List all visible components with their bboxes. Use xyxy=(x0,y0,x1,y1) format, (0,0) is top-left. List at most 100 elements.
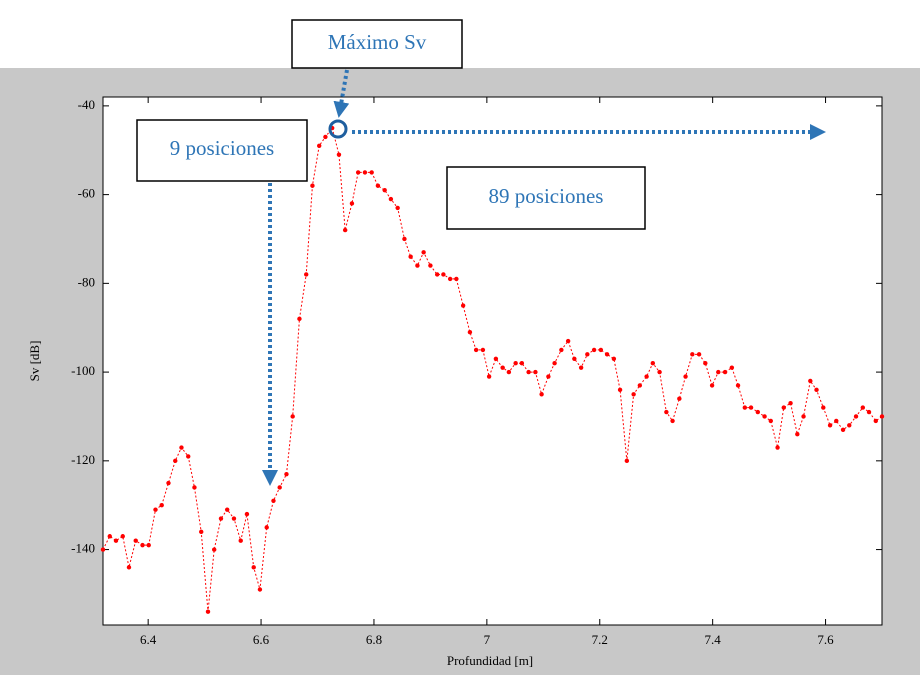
max-circle xyxy=(328,119,348,139)
data-point xyxy=(644,374,649,379)
data-point xyxy=(598,347,604,353)
data-point xyxy=(277,485,282,490)
data-point xyxy=(205,609,211,614)
data-point xyxy=(781,405,786,410)
data-point xyxy=(244,511,250,517)
x-tick-label: 7 xyxy=(484,632,491,647)
data-point xyxy=(284,471,289,477)
data-point xyxy=(873,418,878,424)
x-tick-label: 7.2 xyxy=(592,632,608,647)
data-point xyxy=(375,183,381,188)
data-point xyxy=(755,409,761,415)
data-point xyxy=(690,352,695,357)
data-point xyxy=(421,250,426,255)
data-point xyxy=(768,418,773,424)
data-point xyxy=(290,414,295,419)
x-tick-label: 6.4 xyxy=(140,632,157,647)
data-point xyxy=(879,414,885,419)
data-point xyxy=(604,352,610,357)
data-point xyxy=(657,369,662,375)
data-point xyxy=(827,423,833,428)
data-point xyxy=(775,445,780,450)
data-point xyxy=(140,542,145,548)
data-point xyxy=(323,134,328,140)
data-point xyxy=(664,409,669,415)
y-tick-label: -100 xyxy=(71,363,95,378)
y-tick-label: -140 xyxy=(71,541,95,556)
data-point xyxy=(795,432,800,437)
data-point xyxy=(199,529,204,535)
data-point xyxy=(821,405,826,410)
x-tick-label: 7.4 xyxy=(705,632,722,647)
data-point xyxy=(572,356,577,361)
data-point xyxy=(441,272,446,277)
data-point xyxy=(709,383,715,388)
data-point xyxy=(650,361,656,366)
annotation-arrows xyxy=(262,69,826,486)
data-point xyxy=(670,418,675,424)
annotation: 9 posiciones xyxy=(170,136,274,160)
data-point xyxy=(212,547,217,552)
data-point xyxy=(355,170,361,175)
data-point xyxy=(729,365,735,370)
data-point xyxy=(428,263,433,268)
data-point xyxy=(748,405,754,410)
data-point xyxy=(120,534,125,539)
data-point xyxy=(159,503,164,508)
data-point xyxy=(238,538,243,543)
data-point xyxy=(336,152,342,157)
data-point xyxy=(192,485,197,490)
data-point xyxy=(369,170,374,175)
data-point xyxy=(853,414,859,419)
annotation-box xyxy=(446,166,646,230)
x-tick-label: 6.6 xyxy=(253,632,270,647)
data-point xyxy=(617,387,623,393)
data-point xyxy=(231,516,237,521)
data-point xyxy=(565,338,571,344)
data-point xyxy=(382,187,387,193)
data-point xyxy=(506,369,512,375)
data-point xyxy=(146,542,151,548)
y-tick-label: -40 xyxy=(78,97,95,112)
data-point xyxy=(349,201,355,206)
data-point xyxy=(493,356,499,361)
data-point xyxy=(264,525,269,530)
data-point xyxy=(539,392,544,397)
data-point xyxy=(624,458,630,464)
x-tick-label: 7.6 xyxy=(817,632,834,647)
data-point xyxy=(342,227,348,233)
data-point xyxy=(434,272,440,277)
data-point xyxy=(519,361,525,366)
data-point xyxy=(552,361,557,366)
data-point xyxy=(683,374,688,379)
data-point xyxy=(500,365,505,370)
annotation-box xyxy=(291,19,463,69)
data-point xyxy=(454,276,459,282)
data-point xyxy=(415,263,420,268)
data-point xyxy=(847,423,852,428)
data-point xyxy=(218,516,224,521)
data-point xyxy=(578,365,584,370)
data-point xyxy=(860,405,866,410)
data-point xyxy=(310,183,315,188)
data-point xyxy=(834,418,839,424)
data-point xyxy=(735,383,741,388)
data-point xyxy=(395,205,400,211)
data-point xyxy=(100,547,106,552)
data-point xyxy=(153,507,158,512)
data-point xyxy=(559,347,564,353)
data-point xyxy=(362,170,368,175)
data-point xyxy=(696,352,702,357)
data-point xyxy=(722,369,728,375)
data-point xyxy=(107,534,112,539)
data-point xyxy=(251,565,256,570)
data-point xyxy=(762,414,767,419)
data-point xyxy=(467,329,473,335)
data-point xyxy=(611,356,617,361)
data-point xyxy=(631,392,636,397)
y-tick-label: -80 xyxy=(78,274,95,289)
data-point xyxy=(703,361,708,366)
y-tick-label: -120 xyxy=(71,452,95,467)
data-point xyxy=(840,427,846,432)
